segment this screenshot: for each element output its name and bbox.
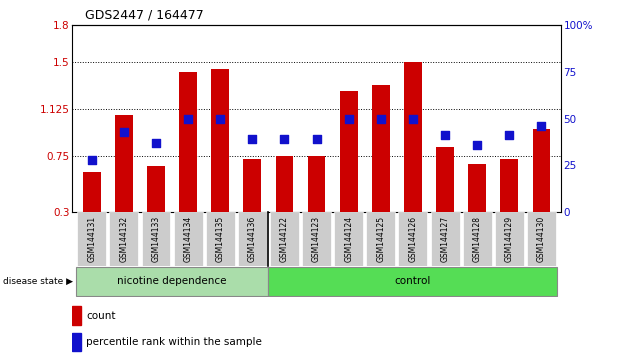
Bar xyxy=(500,159,518,212)
Bar xyxy=(72,333,81,351)
Text: GSM144131: GSM144131 xyxy=(87,216,96,262)
Bar xyxy=(83,172,101,212)
Point xyxy=(119,129,129,135)
FancyBboxPatch shape xyxy=(110,212,139,266)
Bar xyxy=(212,69,229,212)
FancyBboxPatch shape xyxy=(206,212,234,266)
Text: nicotine dependence: nicotine dependence xyxy=(117,276,227,286)
Bar xyxy=(436,147,454,212)
Point xyxy=(343,116,353,121)
Text: GSM144130: GSM144130 xyxy=(537,216,546,262)
FancyBboxPatch shape xyxy=(399,212,427,266)
FancyBboxPatch shape xyxy=(142,212,171,266)
Text: GSM144128: GSM144128 xyxy=(472,216,482,262)
Point xyxy=(472,142,482,148)
FancyBboxPatch shape xyxy=(302,212,331,266)
Text: GSM144126: GSM144126 xyxy=(408,216,418,262)
Bar xyxy=(244,159,261,212)
Text: GSM144124: GSM144124 xyxy=(344,216,353,262)
Point xyxy=(87,157,97,163)
Text: GSM144135: GSM144135 xyxy=(215,216,225,262)
Point xyxy=(280,136,290,142)
Bar xyxy=(180,72,197,212)
Point xyxy=(536,123,546,129)
Bar xyxy=(372,85,389,212)
FancyBboxPatch shape xyxy=(268,267,558,296)
Point xyxy=(504,133,514,138)
Bar xyxy=(404,62,421,212)
Point xyxy=(375,116,386,121)
FancyBboxPatch shape xyxy=(77,212,106,266)
Bar xyxy=(307,156,326,212)
FancyBboxPatch shape xyxy=(431,212,459,266)
FancyBboxPatch shape xyxy=(238,212,266,266)
Text: GSM144136: GSM144136 xyxy=(248,216,257,262)
Bar xyxy=(468,164,486,212)
FancyBboxPatch shape xyxy=(174,212,202,266)
Bar xyxy=(275,156,294,212)
FancyBboxPatch shape xyxy=(367,212,395,266)
Point xyxy=(248,136,258,142)
Text: GSM144133: GSM144133 xyxy=(151,216,161,262)
Text: GSM144127: GSM144127 xyxy=(440,216,450,262)
Text: GDS2447 / 164477: GDS2447 / 164477 xyxy=(85,8,203,21)
Bar xyxy=(340,91,358,212)
Bar xyxy=(72,306,81,325)
Point xyxy=(183,116,193,121)
Point xyxy=(408,116,418,121)
FancyBboxPatch shape xyxy=(495,212,524,266)
FancyBboxPatch shape xyxy=(527,212,556,266)
Text: GSM144129: GSM144129 xyxy=(505,216,514,262)
Text: count: count xyxy=(86,310,116,320)
Point xyxy=(312,136,322,142)
Point xyxy=(440,133,450,138)
Text: GSM144123: GSM144123 xyxy=(312,216,321,262)
FancyBboxPatch shape xyxy=(76,267,268,296)
Text: GSM144134: GSM144134 xyxy=(183,216,193,262)
Text: GSM144132: GSM144132 xyxy=(119,216,129,262)
Bar xyxy=(532,129,550,212)
FancyBboxPatch shape xyxy=(335,212,363,266)
Text: GSM144125: GSM144125 xyxy=(376,216,386,262)
FancyBboxPatch shape xyxy=(270,212,299,266)
Text: percentile rank within the sample: percentile rank within the sample xyxy=(86,337,262,347)
Bar xyxy=(115,115,133,212)
Point xyxy=(151,140,161,146)
Text: disease state ▶: disease state ▶ xyxy=(3,277,73,286)
FancyBboxPatch shape xyxy=(462,212,491,266)
Point xyxy=(215,116,226,121)
Bar xyxy=(147,166,165,212)
Text: control: control xyxy=(395,276,431,286)
Text: GSM144122: GSM144122 xyxy=(280,216,289,262)
